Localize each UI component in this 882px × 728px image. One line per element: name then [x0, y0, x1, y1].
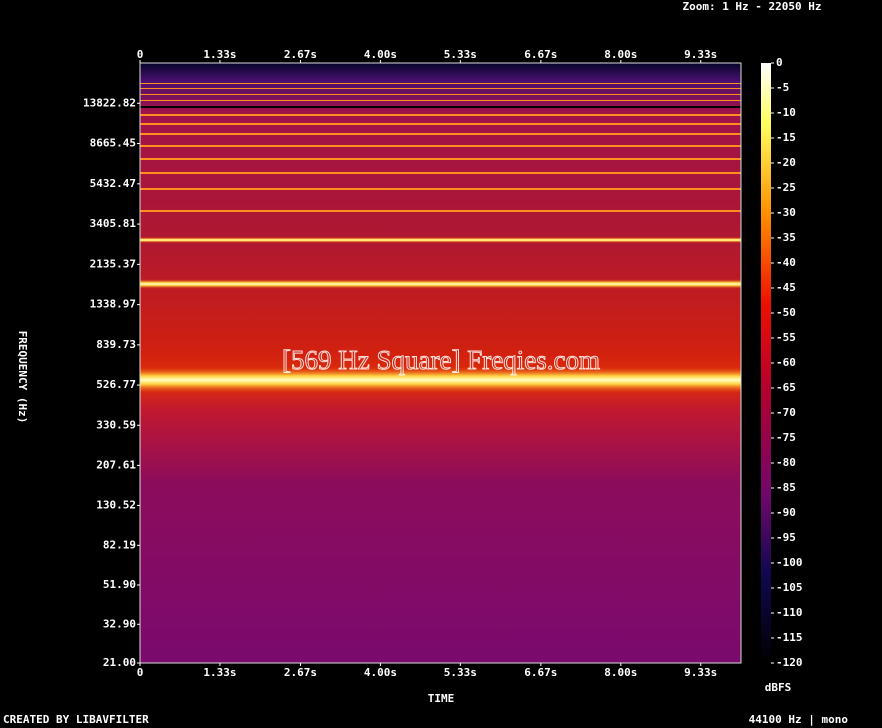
y-tick-label: 2135.37 [90, 257, 136, 270]
x-tick-label-bottom: 0 [137, 666, 144, 679]
x-tick-label-top: 6.67s [524, 48, 557, 61]
y-tick-label: 8665.45 [90, 137, 136, 150]
colorbar-tick-label: -75 [776, 431, 796, 444]
x-tick-label-bottom: 4.00s [364, 666, 397, 679]
colorbar-tick-label: -70 [776, 406, 796, 419]
dark-line [140, 106, 741, 108]
x-tick-label-top: 1.33s [203, 48, 236, 61]
colorbar-tick-label: -110 [776, 606, 803, 619]
y-tick-label: 51.90 [103, 578, 136, 591]
colorbar-tick-label: -35 [776, 231, 796, 244]
y-axis-label: FREQUENCY (Hz) [16, 331, 29, 424]
harmonic-lines [140, 83, 741, 212]
colorbar-tick-label: -50 [776, 306, 796, 319]
colorbar-tick-label: -30 [776, 206, 796, 219]
colorbar-tick-label: -25 [776, 181, 796, 194]
colorbar-tick-label: -5 [776, 81, 789, 94]
colorbar-tick-label: -15 [776, 131, 796, 144]
spectrogram-background [140, 63, 741, 663]
x-tick-label-top: 8.00s [604, 48, 637, 61]
y-tick-label: 130.52 [96, 498, 136, 511]
colorbar-tick-label: -20 [776, 156, 796, 169]
colorbar [761, 63, 771, 663]
y-tick-label: 5432.47 [90, 177, 136, 190]
y-tick-label: 207.61 [96, 458, 136, 471]
y-tick-label: 32.90 [103, 617, 136, 630]
colorbar-tick-label: -80 [776, 456, 796, 469]
colorbar-tick-label: -105 [776, 581, 803, 594]
x-tick-label-bottom: 1.33s [203, 666, 236, 679]
x-tick-label-top: 9.33s [684, 48, 717, 61]
colorbar-tick-label: -115 [776, 631, 803, 644]
y-tick-label: 82.19 [103, 538, 136, 551]
x-tick-label-top: 5.33s [444, 48, 477, 61]
y-tick-label: 526.77 [96, 378, 136, 391]
colorbar-tick-label: -100 [776, 556, 803, 569]
harmonic-band [140, 279, 741, 289]
footer-right: 44100 Hz | mono [749, 713, 849, 726]
spectrogram [140, 63, 741, 663]
x-tick-label-bottom: 2.67s [284, 666, 317, 679]
colorbar-tick-label: -65 [776, 381, 796, 394]
y-tick-label: 13822.82 [83, 96, 136, 109]
colorbar-tick-label: -55 [776, 331, 796, 344]
colorbar-tick-label: -85 [776, 481, 796, 494]
colorbar-tick-label: -95 [776, 531, 796, 544]
x-tick-label-top: 2.67s [284, 48, 317, 61]
y-tick-label: 839.73 [96, 338, 136, 351]
colorbar-label: dBFS [765, 681, 792, 694]
colorbar-tick-label: -45 [776, 281, 796, 294]
watermark-title: [569 Hz Square] Freqies.com [282, 345, 600, 375]
colorbar-tick-label: -90 [776, 506, 796, 519]
x-tick-label-top: 0 [137, 48, 144, 61]
footer-left: CREATED BY LIBAVFILTER [3, 713, 149, 726]
y-tick-label: 21.00 [103, 656, 136, 669]
y-tick-label: 1338.97 [90, 298, 136, 311]
harmonic-band [140, 237, 741, 243]
colorbar-tick-label: -10 [776, 106, 796, 119]
x-axis-label: TIME [428, 692, 455, 705]
harmonic-band [140, 366, 741, 394]
colorbar-tick-label: 0 [776, 56, 783, 69]
x-tick-label-top: 4.00s [364, 48, 397, 61]
x-tick-label-bottom: 5.33s [444, 666, 477, 679]
colorbar-tick-label: -120 [776, 656, 803, 669]
x-tick-label-bottom: 9.33s [684, 666, 717, 679]
colorbar-tick-label: -60 [776, 356, 796, 369]
plot-frame [139, 62, 742, 664]
zoom-label: Zoom: 1 Hz - 22050 Hz [682, 0, 821, 13]
y-tick-label: 3405.81 [90, 217, 137, 230]
x-tick-label-bottom: 8.00s [604, 666, 637, 679]
y-tick-label: 330.59 [96, 418, 136, 431]
x-tick-label-bottom: 6.67s [524, 666, 557, 679]
colorbar-tick-label: -40 [776, 256, 796, 269]
